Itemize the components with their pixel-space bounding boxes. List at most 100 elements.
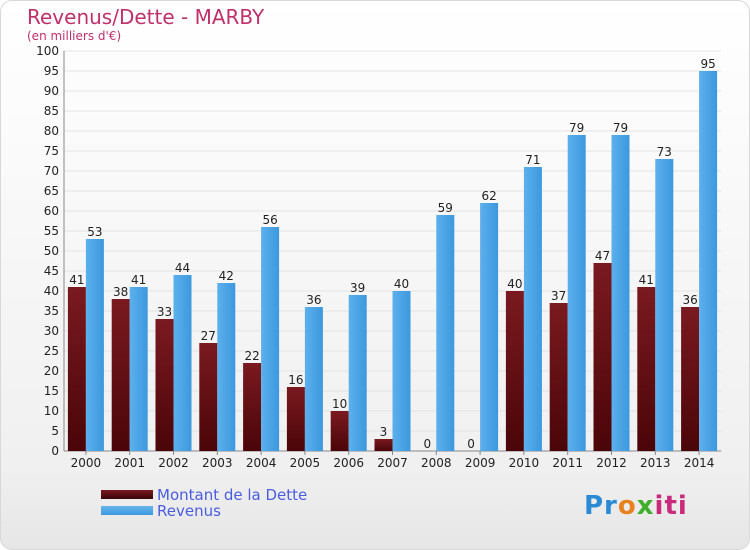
value-label-revenus: 79 [569, 121, 584, 135]
value-label-revenus: 56 [262, 213, 277, 227]
x-tick-label: 2009 [465, 456, 496, 470]
bar-revenus [699, 71, 718, 451]
bar-revenus [523, 167, 542, 451]
bar-revenus [348, 295, 367, 451]
value-label-revenus: 42 [219, 269, 234, 283]
bar-revenus [480, 203, 499, 451]
y-tick-label: 85 [44, 104, 59, 118]
chart-subtitle: (en milliers d'€) [27, 29, 122, 43]
bar-dette [593, 263, 612, 451]
value-label-revenus: 39 [350, 281, 365, 295]
value-label-dette: 22 [244, 349, 259, 363]
y-tick-label: 55 [44, 224, 59, 238]
value-label-dette: 37 [551, 289, 566, 303]
bar-dette [286, 387, 305, 451]
bar-dette [199, 343, 218, 451]
value-label-dette: 40 [507, 277, 522, 291]
bar-dette [330, 411, 349, 451]
legend-swatch-dette [101, 490, 153, 499]
value-label-dette: 3 [380, 425, 388, 439]
bar-dette [681, 307, 700, 451]
value-label-revenus: 59 [438, 201, 453, 215]
value-label-dette: 27 [201, 329, 216, 343]
y-tick-label: 45 [44, 264, 59, 278]
y-tick-label: 80 [44, 124, 59, 138]
x-tick-label: 2006 [333, 456, 364, 470]
value-label-dette: 33 [157, 305, 172, 319]
x-tick-label: 2010 [509, 456, 540, 470]
value-label-dette: 10 [332, 397, 347, 411]
value-label-revenus: 62 [481, 189, 496, 203]
value-label-dette: 41 [639, 273, 654, 287]
y-tick-label: 0 [51, 444, 59, 458]
value-label-dette: 0 [423, 437, 431, 451]
y-tick-label: 25 [44, 344, 59, 358]
value-label-dette: 47 [595, 249, 610, 263]
y-tick-label: 75 [44, 144, 59, 158]
bar-revenus [261, 227, 280, 451]
value-label-dette: 36 [682, 293, 697, 307]
bar-dette [549, 303, 568, 451]
y-tick-label: 35 [44, 304, 59, 318]
bar-revenus [129, 287, 148, 451]
chart-title: Revenus/Dette - MARBY [27, 5, 265, 29]
y-tick-label: 20 [44, 364, 59, 378]
y-tick-label: 90 [44, 84, 59, 98]
x-tick-label: 2012 [596, 456, 627, 470]
bar-revenus [436, 215, 455, 451]
x-tick-label: 2003 [202, 456, 233, 470]
value-label-revenus: 79 [613, 121, 628, 135]
value-label-revenus: 53 [87, 225, 102, 239]
value-label-revenus: 41 [131, 273, 146, 287]
y-tick-label: 10 [44, 404, 59, 418]
bar-dette [243, 363, 262, 451]
proxiti-logo: Proxiti [584, 491, 688, 521]
bar-revenus [173, 275, 192, 451]
x-tick-label: 2001 [114, 456, 145, 470]
bar-revenus [85, 239, 104, 451]
bar-revenus [392, 291, 411, 451]
bar-revenus [611, 135, 630, 451]
x-tick-label: 2013 [640, 456, 671, 470]
bar-dette [67, 287, 86, 451]
value-label-dette: 16 [288, 373, 303, 387]
bar-dette [505, 291, 524, 451]
legend-label-revenus: Revenus [157, 502, 221, 520]
bar-revenus [217, 283, 236, 451]
legend-label-dette: Montant de la Dette [157, 486, 308, 504]
bar-revenus [655, 159, 674, 451]
y-tick-label: 95 [44, 64, 59, 78]
y-tick-label: 60 [44, 204, 59, 218]
x-tick-label: 2007 [377, 456, 408, 470]
bar-dette [637, 287, 656, 451]
y-tick-label: 5 [51, 424, 59, 438]
y-tick-label: 50 [44, 244, 59, 258]
y-tick-label: 65 [44, 184, 59, 198]
bar-revenus [304, 307, 323, 451]
value-label-revenus: 36 [306, 293, 321, 307]
value-label-revenus: 73 [657, 145, 672, 159]
x-tick-label: 2008 [421, 456, 452, 470]
value-label-revenus: 71 [525, 153, 540, 167]
x-tick-label: 2014 [684, 456, 715, 470]
x-tick-label: 2004 [246, 456, 277, 470]
value-label-dette: 38 [113, 285, 128, 299]
bar-revenus [567, 135, 586, 451]
y-tick-label: 40 [44, 284, 59, 298]
y-tick-label: 100 [36, 44, 59, 58]
y-tick-label: 30 [44, 324, 59, 338]
value-label-dette: 41 [69, 273, 84, 287]
x-tick-label: 2002 [158, 456, 189, 470]
value-label-revenus: 44 [175, 261, 190, 275]
legend-swatch-revenus [101, 506, 153, 515]
x-tick-label: 2011 [552, 456, 583, 470]
value-label-dette: 0 [467, 437, 475, 451]
y-tick-label: 15 [44, 384, 59, 398]
value-label-revenus: 95 [700, 57, 715, 71]
bar-dette [155, 319, 174, 451]
bar-dette [374, 439, 393, 451]
x-tick-label: 2000 [71, 456, 102, 470]
x-tick-label: 2005 [290, 456, 321, 470]
y-tick-label: 70 [44, 164, 59, 178]
